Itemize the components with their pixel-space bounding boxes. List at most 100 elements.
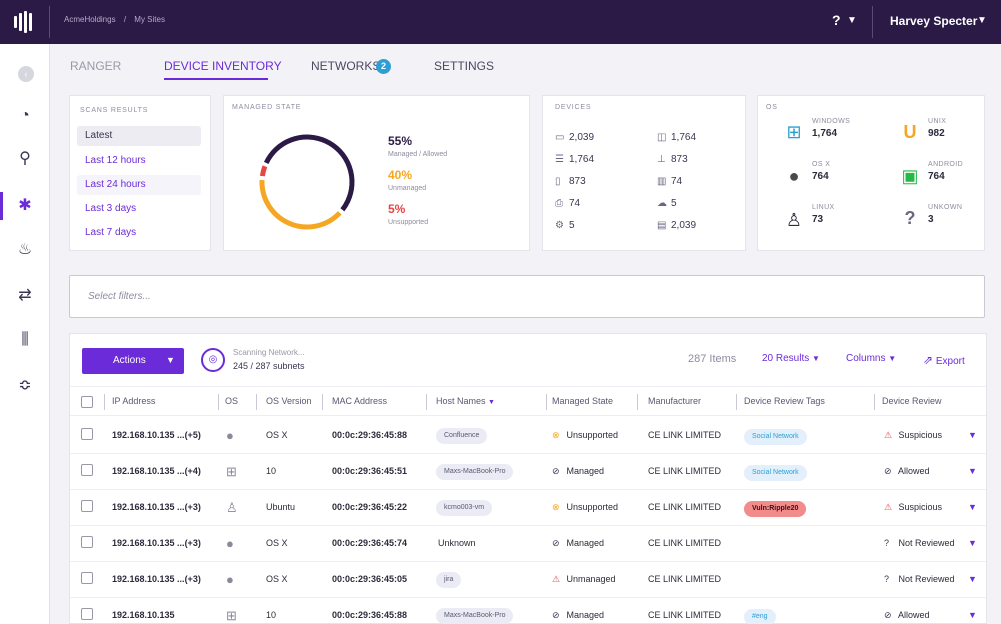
header-device-review-tags[interactable]: Device Review Tags <box>744 396 825 406</box>
scan-last-7-days[interactable]: Last 7 days <box>85 227 137 238</box>
network-icon: ⊥ <box>657 154 666 165</box>
row-checkbox[interactable] <box>81 464 93 476</box>
review-tag[interactable]: Social Network <box>744 465 807 481</box>
table-row[interactable]: 192.168.10.135 ...(+5) ● OS X 00:0c:29:36:4… <box>70 418 986 454</box>
results-dropdown[interactable]: 20 Results ▼ <box>762 353 820 364</box>
ip-address[interactable]: 192.168.10.135 ...(+3) <box>112 574 201 584</box>
ip-address[interactable]: 192.168.10.135 ...(+3) <box>112 502 201 512</box>
ip-address[interactable]: 192.168.10.135 ...(+5) <box>112 430 201 440</box>
row-checkbox[interactable] <box>81 536 93 548</box>
sync-icon[interactable]: ⇄ <box>18 287 32 304</box>
header-os[interactable]: OS <box>225 396 239 406</box>
tab-device-inventory[interactable]: DEVICE INVENTORY <box>164 59 282 73</box>
scan-latest[interactable]: Latest <box>77 126 201 146</box>
header-ip-address[interactable]: IP Address <box>112 396 156 406</box>
device-review[interactable]: ⚠ Suspicious <box>884 430 943 440</box>
collapse-icon[interactable]: ‹ <box>18 66 34 82</box>
tab-ranger[interactable]: RANGER <box>70 59 122 73</box>
device-server[interactable]: ☰ 1,764 <box>555 154 595 165</box>
device-camera[interactable]: ◫ 1,764 <box>657 132 697 143</box>
device-review[interactable]: ? Not Reviewed <box>884 538 955 548</box>
header-os-version[interactable]: OS Version <box>266 396 312 406</box>
scanning-icon: ◎ <box>201 348 225 372</box>
header-managed-state[interactable]: Managed State <box>552 396 614 406</box>
table-row[interactable]: 192.168.10.135 ...(+3) ♙ Ubuntu 00:0c:29:36… <box>70 490 986 526</box>
scan-last-24-hours[interactable]: Last 24 hours <box>77 175 201 195</box>
sliders-icon[interactable]: ≎ <box>18 377 32 394</box>
user-menu[interactable]: Harvey Specter <box>890 14 978 28</box>
table-row[interactable]: 192.168.10.135 ...(+4) ⊞ 10 00:0c:29:36:45:… <box>70 454 986 490</box>
device-board[interactable]: ▥ 74 <box>657 176 683 187</box>
chevron-down-icon[interactable]: ▼ <box>968 466 977 476</box>
host-name-pill[interactable]: jira <box>436 572 462 588</box>
table-row[interactable]: 192.168.10.135 ⊞ 10 00:0c:29:36:45:88 Maxs-M… <box>70 598 986 624</box>
help-caret-icon[interactable]: ▼ <box>847 15 857 26</box>
columns-dropdown[interactable]: Columns ▼ <box>846 353 897 364</box>
breadcrumb-org[interactable]: AcmeHoldings <box>64 15 116 24</box>
header-device-review[interactable]: Device Review <box>882 396 942 406</box>
device-printer[interactable]: ⎙ 74 <box>555 198 581 209</box>
header-manufacturer[interactable]: Manufacturer <box>648 396 702 406</box>
header-mac-address[interactable]: MAC Address <box>332 396 388 406</box>
device-review[interactable]: ⊘ Allowed <box>884 466 930 476</box>
manufacturer: CE LINK LIMITED <box>648 466 722 476</box>
row-checkbox[interactable] <box>81 572 93 584</box>
scan-last-3-days[interactable]: Last 3 days <box>85 203 137 214</box>
row-checkbox[interactable] <box>81 608 93 620</box>
table-row[interactable]: 192.168.10.135 ...(+3) ● OS X 00:0c:29:36:4… <box>70 562 986 598</box>
host-name-pill[interactable]: Maxs-MacBook-Pro <box>436 608 514 624</box>
app-logo-icon[interactable] <box>14 11 36 33</box>
chevron-down-icon[interactable]: ▼ <box>968 574 977 584</box>
device-mobile[interactable]: ▯ 873 <box>555 176 586 187</box>
chevron-down-icon[interactable]: ▼ <box>968 430 977 440</box>
drop-icon[interactable]: ♨ <box>17 241 33 258</box>
donut-unsupported-arc <box>259 134 355 230</box>
device-laptop[interactable]: ▭ 2,039 <box>555 132 595 143</box>
user-caret-icon[interactable]: ▼ <box>977 15 987 26</box>
select-all-checkbox[interactable] <box>81 396 93 408</box>
os-name-osx: OS X <box>812 161 831 168</box>
ip-address[interactable]: 192.168.10.135 ...(+4) <box>112 466 201 476</box>
search-icon[interactable]: ⚲ <box>19 150 31 167</box>
asterisk-icon[interactable]: ✱ <box>0 188 50 224</box>
linux-icon: ♙ <box>226 500 238 515</box>
ip-address[interactable]: 192.168.10.135 ...(+3) <box>112 538 201 548</box>
actions-button[interactable]: Actions ▼ <box>82 348 184 374</box>
filter-input[interactable]: Select filters... <box>69 275 985 318</box>
host-name-pill[interactable]: Confluence <box>436 428 488 444</box>
unsupported-label: Unsupported <box>388 219 429 226</box>
device-cog[interactable]: ⚙ 5 <box>555 220 575 231</box>
tab-networks[interactable]: NETWORKS <box>311 59 381 73</box>
tab-settings[interactable]: SETTINGS <box>434 59 495 73</box>
row-checkbox[interactable] <box>81 500 93 512</box>
ip-address[interactable]: 192.168.10.135 <box>112 610 175 620</box>
row-checkbox[interactable] <box>81 428 93 440</box>
device-cash[interactable]: ▤ 2,039 <box>657 220 697 231</box>
help-button[interactable]: ? <box>832 12 841 28</box>
review-tag[interactable]: #eng <box>744 609 776 624</box>
export-button[interactable]: ⇗ Export <box>923 353 965 367</box>
host-name-pill[interactable]: Maxs-MacBook-Pro <box>436 464 514 480</box>
review-tag[interactable]: Social Network <box>744 429 807 445</box>
chevron-down-icon[interactable]: ▼ <box>968 502 977 512</box>
gauge-icon[interactable]: ◔ <box>20 107 30 124</box>
host-name-pill[interactable]: kcmo003-vm <box>436 500 493 516</box>
os-name-windows: WINDOWS <box>812 118 851 125</box>
chevron-down-icon[interactable]: ▼ <box>968 610 977 620</box>
device-network[interactable]: ⊥ 873 <box>657 154 688 165</box>
header-host-names[interactable]: Host Names ▼ <box>436 396 495 406</box>
device-review[interactable]: ⚠ Suspicious <box>884 502 943 512</box>
donut-unmanaged-arc <box>259 134 355 230</box>
device-cloud[interactable]: ☁ 5 <box>657 198 677 209</box>
device-review[interactable]: ⊘ Allowed <box>884 610 930 620</box>
table-row[interactable]: 192.168.10.135 ...(+3) ● OS X 00:0c:29:36:4… <box>70 526 986 562</box>
check-icon: ⊘ <box>552 610 560 620</box>
warning-icon: ⚠ <box>884 430 893 440</box>
device-review[interactable]: ? Not Reviewed <box>884 574 955 584</box>
breadcrumb-sites[interactable]: My Sites <box>134 15 165 24</box>
bars-icon[interactable]: ⫼ <box>21 331 29 348</box>
managed-state: ⚠ Unmanaged <box>552 574 616 584</box>
chevron-down-icon[interactable]: ▼ <box>968 538 977 548</box>
review-tag[interactable]: Vuln:Ripple20 <box>744 501 807 517</box>
scan-last-12-hours[interactable]: Last 12 hours <box>85 155 146 166</box>
